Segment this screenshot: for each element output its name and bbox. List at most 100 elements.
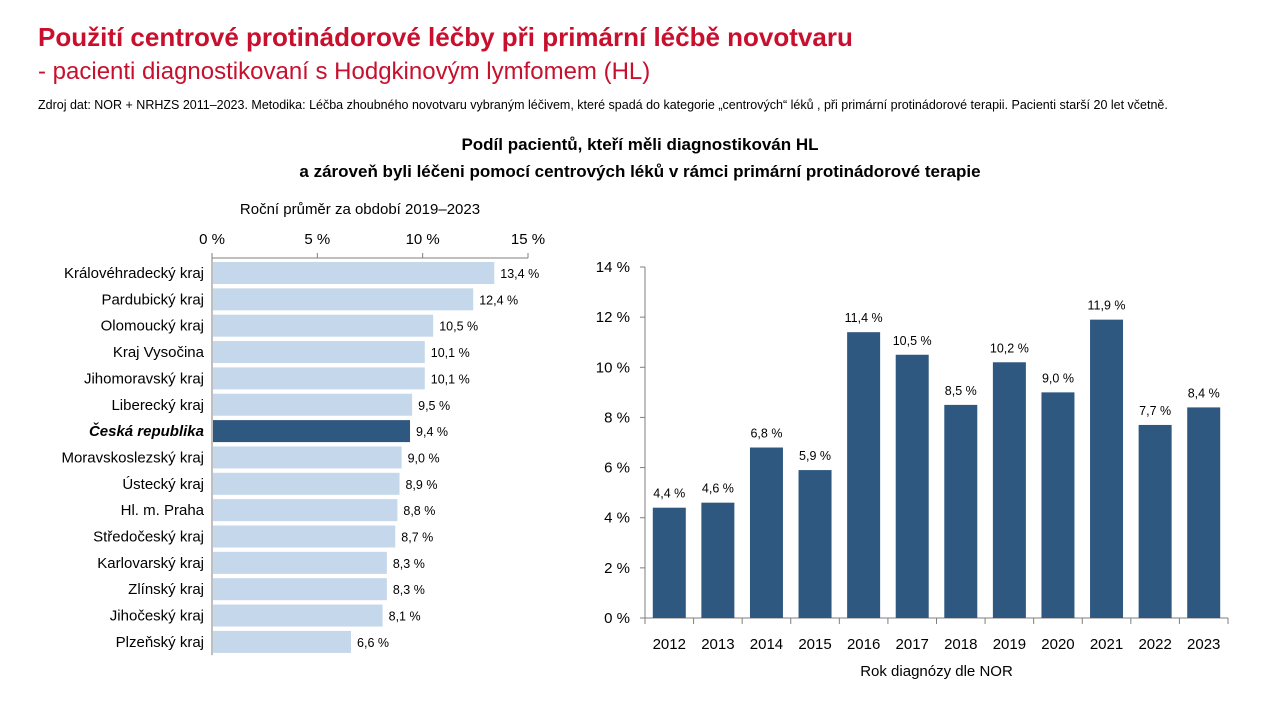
data-label: 9,0 % bbox=[1042, 371, 1074, 385]
data-label: 10,1 % bbox=[431, 346, 470, 360]
bar-year bbox=[1041, 392, 1075, 618]
bar-region bbox=[213, 578, 387, 601]
data-label: 4,4 % bbox=[653, 487, 685, 501]
region-label: Moravskoslezský kraj bbox=[61, 449, 204, 466]
x-tick-label: 2019 bbox=[993, 636, 1026, 653]
region-label: Liberecký kraj bbox=[111, 397, 204, 414]
data-label: 4,6 % bbox=[702, 482, 734, 496]
bar-region bbox=[213, 446, 402, 469]
bar-region bbox=[213, 341, 425, 364]
data-label: 8,8 % bbox=[403, 504, 435, 518]
x-tick-label: 2020 bbox=[1041, 636, 1074, 653]
x-tick-label: 2012 bbox=[653, 636, 686, 653]
region-label: Jihočeský kraj bbox=[110, 608, 204, 625]
region-label: Hl. m. Praha bbox=[121, 502, 205, 519]
chart-heading-line-1: Podíl pacientů, kteří měli diagnostiková… bbox=[461, 135, 819, 154]
bar-region bbox=[213, 288, 474, 311]
x-tick-label: 10 % bbox=[406, 231, 440, 248]
bar-year bbox=[895, 354, 929, 618]
x-tick-label: 2018 bbox=[944, 636, 977, 653]
region-label: Zlínský kraj bbox=[128, 581, 204, 598]
data-label: 10,1 % bbox=[431, 372, 470, 386]
x-tick-label: 2013 bbox=[701, 636, 734, 653]
data-label: 9,4 % bbox=[416, 425, 448, 439]
bar-year bbox=[1187, 407, 1221, 618]
x-tick-label: 2022 bbox=[1138, 636, 1171, 653]
data-label: 12,4 % bbox=[479, 293, 518, 307]
data-label: 5,9 % bbox=[799, 449, 831, 463]
data-label: 9,0 % bbox=[408, 451, 440, 465]
data-label: 8,7 % bbox=[401, 531, 433, 545]
data-label: 8,9 % bbox=[405, 478, 437, 492]
x-axis-title: Roční průměr za období 2019–2023 bbox=[240, 201, 480, 218]
bar-region bbox=[213, 472, 400, 495]
x-tick-label: 2015 bbox=[798, 636, 831, 653]
x-tick-label: 2014 bbox=[750, 636, 783, 653]
region-label: Kraj Vysočina bbox=[113, 344, 205, 361]
data-label: 8,5 % bbox=[945, 384, 977, 398]
page-title: Použití centrové protinádorové léčby při… bbox=[38, 22, 853, 52]
y-tick-label: 10 % bbox=[596, 359, 630, 376]
y-tick-label: 14 % bbox=[596, 259, 630, 276]
bar-year bbox=[798, 470, 832, 618]
data-label: 8,3 % bbox=[393, 583, 425, 597]
data-label: 8,1 % bbox=[389, 610, 421, 624]
bar-year bbox=[992, 362, 1026, 618]
y-tick-label: 2 % bbox=[604, 560, 630, 577]
region-label: Jihomoravský kraj bbox=[84, 370, 204, 387]
bar-year bbox=[1138, 424, 1172, 618]
yearly-bar-chart: 0 % 2 % 4 % 6 % 8 % 10 % 12 % 14 % 4,4 % 2012 4,6 … bbox=[596, 259, 1229, 680]
data-label: 8,3 % bbox=[393, 557, 425, 571]
x-tick-label: 5 % bbox=[304, 231, 330, 248]
data-label: 9,5 % bbox=[418, 399, 450, 413]
bar-year bbox=[944, 404, 978, 618]
y-tick-label: 6 % bbox=[604, 460, 630, 477]
regional-bar-chart: Roční průměr za období 2019–2023 0 % 5 % 10… bbox=[61, 201, 545, 656]
data-label: 8,4 % bbox=[1188, 386, 1220, 400]
chart-heading-line-2: a zároveň byli léčeni pomocí centrových … bbox=[299, 162, 981, 181]
y-tick-label: 0 % bbox=[604, 610, 630, 627]
bar-year bbox=[701, 502, 735, 618]
bar-region bbox=[213, 499, 398, 522]
bar-region bbox=[213, 262, 495, 284]
data-label: 10,5 % bbox=[893, 334, 932, 348]
bar-region bbox=[213, 393, 413, 416]
data-label: 10,5 % bbox=[439, 320, 478, 334]
data-label: 11,4 % bbox=[845, 311, 883, 325]
bar-region bbox=[213, 551, 387, 574]
bar-year bbox=[847, 332, 881, 618]
bar-region bbox=[213, 314, 434, 337]
region-label: Pardubický kraj bbox=[101, 291, 204, 308]
bar-region bbox=[213, 525, 396, 548]
bar-region bbox=[213, 630, 352, 653]
x-tick-label: 0 % bbox=[199, 231, 225, 248]
bar-year bbox=[652, 507, 686, 618]
y-tick-label: 4 % bbox=[604, 510, 630, 527]
bar-year bbox=[749, 447, 783, 618]
data-label: 11,9 % bbox=[1088, 299, 1126, 313]
page-subtitle: - pacienti diagnostikovaní s Hodgkinovým… bbox=[38, 58, 651, 85]
region-label: Olomoucký kraj bbox=[101, 318, 204, 335]
source-note: Zdroj dat: NOR + NRHZS 2011–2023. Metodi… bbox=[38, 98, 1168, 112]
bar-region bbox=[213, 604, 383, 627]
x-tick-label: 2016 bbox=[847, 636, 880, 653]
x-tick-label: 2023 bbox=[1187, 636, 1220, 653]
data-label: 6,8 % bbox=[750, 427, 782, 441]
x-axis-title: Rok diagnózy dle NOR bbox=[860, 663, 1013, 680]
x-tick-label: 15 % bbox=[511, 231, 545, 248]
region-label: Královéhradecký kraj bbox=[64, 265, 204, 282]
y-tick-label: 12 % bbox=[596, 309, 630, 326]
region-label: Česká republika bbox=[89, 422, 204, 440]
y-tick-label: 8 % bbox=[604, 409, 630, 426]
data-label: 10,2 % bbox=[990, 341, 1029, 355]
region-label: Karlovarský kraj bbox=[97, 555, 204, 572]
bar-region bbox=[213, 420, 411, 443]
data-label: 13,4 % bbox=[500, 267, 539, 281]
region-label: Středočeský kraj bbox=[93, 529, 204, 546]
region-label: Ústecký kraj bbox=[122, 476, 204, 493]
x-tick-label: 2017 bbox=[896, 636, 929, 653]
data-label: 6,6 % bbox=[357, 636, 389, 650]
region-label: Plzeňský kraj bbox=[116, 634, 204, 651]
data-label: 7,7 % bbox=[1139, 404, 1171, 418]
